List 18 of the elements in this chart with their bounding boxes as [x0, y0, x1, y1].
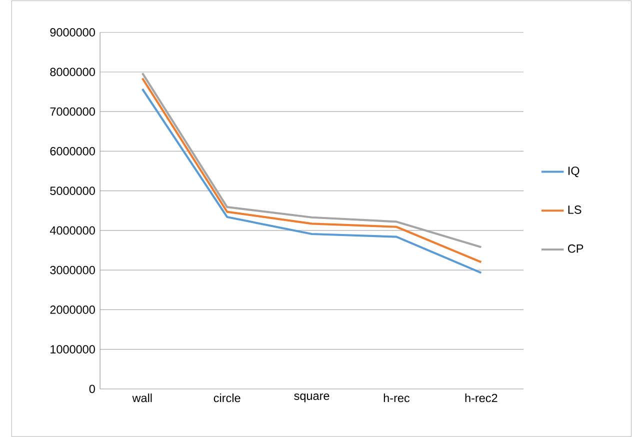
x-tick-label: circle [214, 393, 240, 402]
y-tick-label: 3000000 [50, 266, 95, 274]
x-tick-label: wall [132, 393, 152, 402]
y-tick-label: 2000000 [50, 305, 95, 314]
y-tick-label: 4000000 [50, 226, 95, 234]
legend-label: CP [568, 244, 584, 253]
legend-label: LS [568, 205, 582, 214]
y-tick-label: 0 [89, 384, 95, 393]
x-tick-label: h-rec2 [465, 393, 498, 402]
y-tick-label: 8000000 [50, 68, 95, 76]
y-tick-label: 9000000 [50, 28, 95, 36]
y-tick-label: 6000000 [50, 146, 95, 156]
y-tick-label: 1000000 [50, 345, 95, 354]
x-tick-label: h-rec [384, 393, 410, 402]
legend-label: IQ [568, 166, 580, 177]
y-tick-label: 7000000 [50, 107, 95, 116]
y-tick-label: 5000000 [50, 186, 95, 195]
x-tick-label: square [294, 393, 330, 402]
